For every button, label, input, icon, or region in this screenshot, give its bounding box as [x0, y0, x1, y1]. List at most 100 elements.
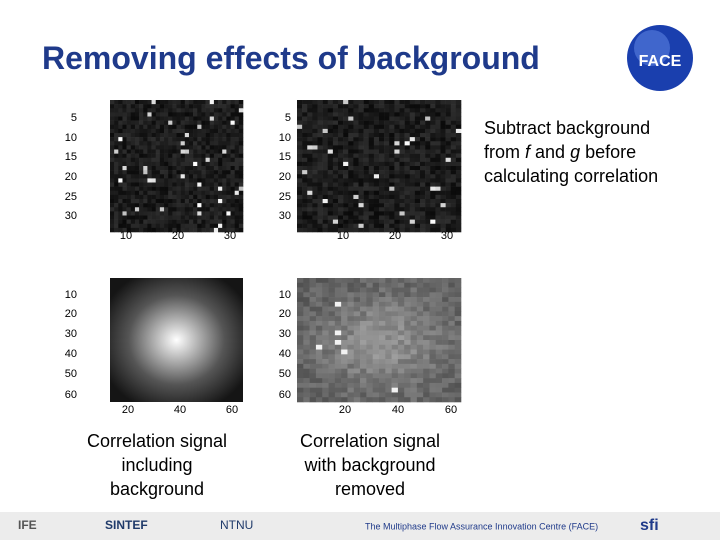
image-pixel	[430, 219, 436, 225]
image-pixel	[435, 223, 441, 229]
image-pixel	[201, 166, 206, 171]
image-pixel	[297, 157, 303, 163]
image-pixel	[397, 382, 405, 388]
image-pixel	[368, 170, 375, 175]
image-pixel	[159, 120, 165, 126]
image-pixel	[238, 227, 244, 233]
image-pixel	[360, 359, 367, 365]
image-pixel	[420, 199, 426, 204]
image-pixel	[168, 211, 173, 216]
image-pixel	[348, 211, 354, 216]
image-pixel	[423, 378, 430, 384]
image-pixel	[373, 145, 380, 150]
image-pixel	[338, 207, 344, 212]
image-pixel	[322, 316, 329, 322]
image-pixel	[353, 278, 361, 284]
image-pixel	[379, 325, 386, 331]
image-pixel	[368, 215, 375, 220]
image-pixel	[454, 378, 462, 384]
image-pixel	[155, 157, 161, 163]
image-pixel	[360, 373, 367, 379]
image-pixel	[399, 190, 405, 196]
image-pixel	[414, 170, 421, 175]
image-pixel	[168, 227, 173, 233]
image-pixel	[391, 316, 399, 322]
image-pixel	[164, 141, 169, 146]
image-pixel	[416, 316, 424, 322]
image-pixel	[430, 108, 436, 113]
image-pixel	[303, 330, 310, 336]
image-pixel	[151, 174, 157, 179]
image-pixel	[209, 166, 215, 171]
image-pixel	[193, 219, 198, 225]
image-pixel	[184, 203, 190, 208]
image-pixel	[130, 194, 136, 200]
image-pixel	[425, 223, 431, 229]
image-pixel	[442, 378, 449, 384]
image-pixel	[317, 211, 323, 216]
image-pixel	[389, 149, 395, 154]
image-pixel	[448, 335, 455, 341]
image-pixel	[448, 387, 455, 393]
image-pixel	[164, 227, 169, 233]
image-pixel	[391, 387, 399, 393]
image-pixel	[341, 359, 348, 365]
image-pixel	[409, 153, 416, 159]
image-pixel	[122, 182, 127, 187]
image-pixel	[397, 320, 405, 326]
image-pixel	[139, 207, 144, 212]
image-pixel	[328, 292, 336, 298]
image-pixel	[226, 116, 231, 121]
image-pixel	[416, 306, 424, 312]
image-pixel	[302, 108, 308, 113]
image-pixel	[172, 227, 177, 233]
image-pixel	[373, 112, 380, 117]
image-pixel	[322, 100, 329, 105]
image-pixel	[126, 219, 132, 225]
image-pixel	[110, 186, 115, 192]
image-pixel	[180, 161, 186, 167]
image-pixel	[399, 104, 405, 109]
image-pixel	[379, 278, 386, 284]
image-pixel	[238, 133, 244, 138]
image-pixel	[172, 128, 177, 134]
image-pixel	[122, 137, 127, 142]
image-pixel	[348, 227, 354, 233]
image-pixel	[303, 301, 310, 307]
image-pixel	[404, 373, 411, 379]
image-pixel	[297, 287, 304, 293]
image-pixel	[238, 166, 244, 171]
image-pixel	[110, 161, 115, 167]
image-pixel	[385, 368, 392, 374]
image-pixel	[197, 104, 202, 109]
image-pixel	[226, 194, 231, 200]
image-pixel	[397, 344, 405, 350]
image-pixel	[209, 211, 215, 216]
image-pixel	[147, 194, 152, 200]
image-pixel	[151, 178, 157, 183]
image-pixel	[126, 137, 132, 142]
image-pixel	[360, 316, 367, 322]
image-pixel	[358, 120, 364, 126]
y-tick-label: 20	[279, 171, 291, 183]
image-pixel	[450, 104, 457, 109]
image-pixel	[353, 153, 359, 159]
image-pixel	[363, 104, 370, 109]
image-pixel	[327, 190, 334, 196]
image-pixel	[213, 227, 219, 233]
image-pixel	[303, 344, 310, 350]
image-pixel	[164, 157, 169, 163]
image-pixel	[445, 149, 452, 154]
image-pixel	[328, 287, 336, 293]
image-pixel	[147, 157, 152, 163]
image-pixel	[218, 215, 223, 220]
image-pixel	[435, 178, 441, 183]
image-pixel	[435, 287, 443, 293]
image-pixel	[420, 215, 426, 220]
image-pixel	[440, 124, 446, 130]
image-pixel	[184, 190, 190, 196]
image-pixel	[172, 161, 177, 167]
image-pixel	[404, 120, 411, 126]
image-pixel	[372, 287, 380, 293]
image-pixel	[213, 116, 219, 121]
